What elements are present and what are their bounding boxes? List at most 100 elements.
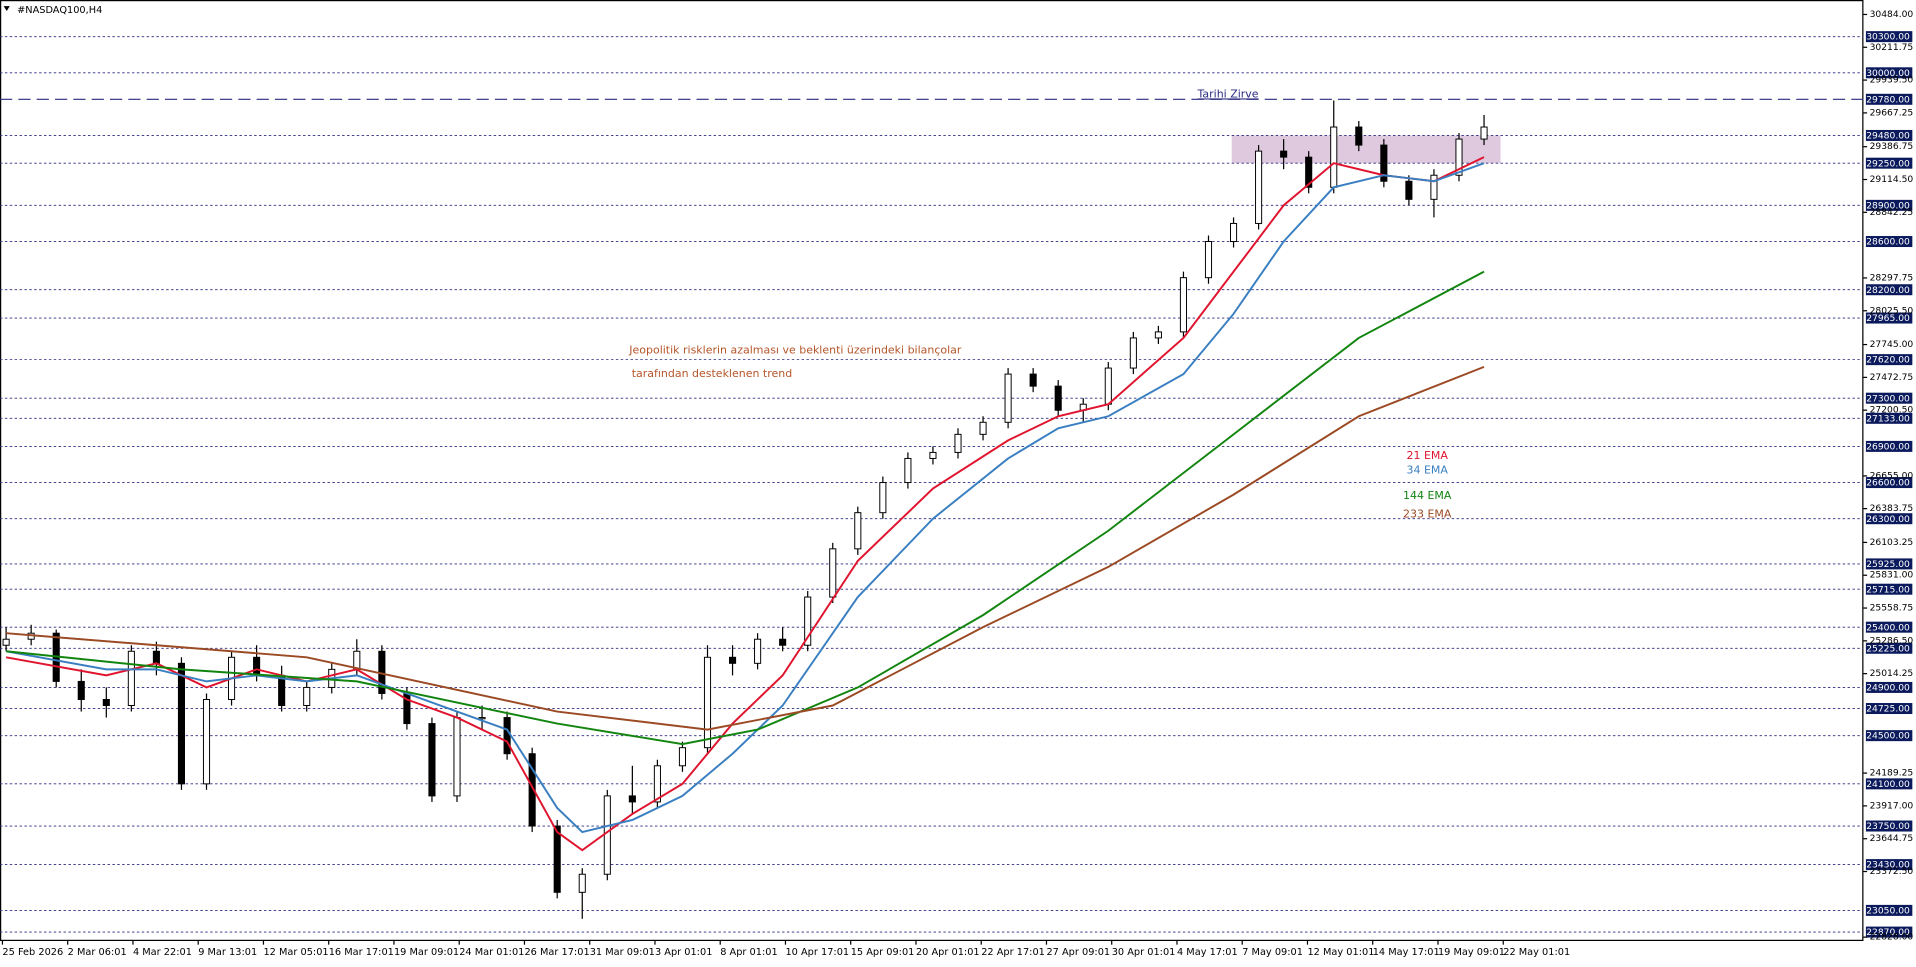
level-label-box [1865, 392, 1913, 404]
candle-body [1380, 144, 1388, 182]
candle-body [2, 638, 10, 646]
y-tick-label: 23644.75 [1870, 833, 1914, 844]
candle-body [1305, 156, 1313, 188]
candle-body [1405, 180, 1413, 200]
x-tick-label: 25 Feb 2026 [2, 947, 63, 958]
candle-body [303, 686, 311, 706]
level-label-box [1865, 820, 1913, 832]
candle-body [453, 717, 461, 797]
level-label-box [1865, 412, 1913, 424]
level-label-box [1865, 703, 1913, 715]
y-tick-label: 30211.75 [1870, 42, 1914, 53]
candle-body [1054, 385, 1062, 411]
candle-body [152, 650, 160, 664]
x-tick-label: 2 Mar 06:01 [68, 947, 127, 958]
x-tick-label: 19 Mar 09:01 [394, 947, 459, 958]
level-label-box [1865, 730, 1913, 742]
level-label-box [1865, 477, 1913, 489]
candle-body [177, 662, 186, 785]
candle-body [1029, 373, 1037, 387]
candle-body [503, 717, 511, 755]
ema-line [6, 365, 1485, 731]
y-tick-label: 29114.50 [1870, 174, 1914, 185]
candle-body [77, 680, 85, 700]
candle-body [553, 825, 561, 893]
level-label-box [1865, 31, 1913, 43]
y-tick-label: 30484.00 [1870, 9, 1914, 20]
level-label: 25715.00 [1866, 584, 1910, 595]
level-label: 23430.00 [1866, 860, 1910, 871]
candle-body [703, 656, 712, 749]
level-label: 28600.00 [1866, 237, 1910, 248]
candle-body [904, 457, 912, 484]
candle-body [353, 650, 361, 670]
level-label: 28200.00 [1866, 285, 1910, 296]
candle-body [854, 512, 862, 550]
x-tick-label: 8 Apr 01:01 [720, 947, 777, 958]
level-label-box [1865, 284, 1913, 296]
level-label: 25225.00 [1866, 643, 1910, 654]
level-label: 25400.00 [1866, 622, 1910, 633]
candle-body [1355, 126, 1363, 146]
candle-body [478, 717, 486, 720]
level-label-box [1865, 778, 1913, 790]
candle-body [628, 795, 636, 803]
candle-body [754, 638, 762, 664]
level-label: 30000.00 [1866, 68, 1910, 79]
x-tick-label: 30 Apr 01:01 [1112, 947, 1176, 958]
plot-frame [0, 0, 1864, 942]
level-label: 29780.00 [1866, 94, 1910, 105]
y-tick-label: 25014.25 [1870, 668, 1914, 679]
level-label: 24900.00 [1866, 683, 1910, 694]
candle-body [127, 650, 135, 706]
annotation: tarafından desteklenen trend [632, 367, 792, 380]
level-label-box [1865, 904, 1913, 916]
legend-entry: 144 EMA [1403, 489, 1452, 502]
level-label-box [1865, 621, 1913, 633]
legend-entry: 233 EMA [1403, 507, 1452, 520]
candle-body [1280, 150, 1288, 158]
level-label-box [1865, 312, 1913, 324]
level-label-box [1865, 681, 1913, 693]
candle-body [1330, 126, 1338, 188]
y-tick-label: 25831.00 [1870, 570, 1914, 581]
chart-title: #NASDAQ100,H4 [17, 5, 102, 16]
candle-body [729, 656, 737, 664]
level-label: 29250.00 [1866, 158, 1910, 169]
x-tick-label: 9 Mar 13:01 [198, 947, 257, 958]
level-label: 25925.00 [1866, 559, 1910, 570]
level-label: 24500.00 [1866, 731, 1910, 742]
y-tick-label: 26103.25 [1870, 537, 1914, 548]
x-tick-label: 26 Mar 17:01 [524, 947, 589, 958]
candle-body [102, 698, 110, 706]
level-label-box [1865, 859, 1913, 871]
y-tick-label: 26383.75 [1870, 503, 1914, 514]
candle-body [1004, 373, 1012, 423]
level-label: 23050.00 [1866, 906, 1910, 917]
level-label: 26300.00 [1866, 514, 1910, 525]
y-tick-label: 28297.75 [1870, 272, 1914, 283]
candle-body [1480, 126, 1488, 140]
y-tick-label: 28025.50 [1870, 305, 1914, 316]
level-label-box [1865, 642, 1913, 654]
candle-body [202, 698, 211, 785]
y-tick-label: 29667.25 [1870, 107, 1914, 118]
level-label: 29480.00 [1866, 131, 1910, 142]
candle-body [1430, 174, 1438, 200]
candle-body [603, 795, 611, 875]
candle-body [253, 656, 261, 676]
y-tick-label: 25558.75 [1870, 603, 1914, 614]
candle-body [1255, 150, 1263, 224]
x-tick-label: 4 Mar 22:01 [133, 947, 192, 958]
level-label-box [1865, 354, 1913, 366]
y-tick-label: 27472.75 [1870, 372, 1914, 383]
y-tick-label: 28842.25 [1870, 207, 1914, 218]
menu-arrow [3, 6, 10, 11]
candle-body [804, 596, 812, 646]
candle-body [428, 723, 436, 797]
y-tick-label: 22828.00 [1870, 932, 1914, 943]
candle-body [1455, 138, 1463, 176]
y-tick-label: 23372.50 [1870, 866, 1914, 877]
candle-body [1204, 241, 1213, 279]
x-tick-label: 4 May 17:01 [1177, 947, 1238, 958]
